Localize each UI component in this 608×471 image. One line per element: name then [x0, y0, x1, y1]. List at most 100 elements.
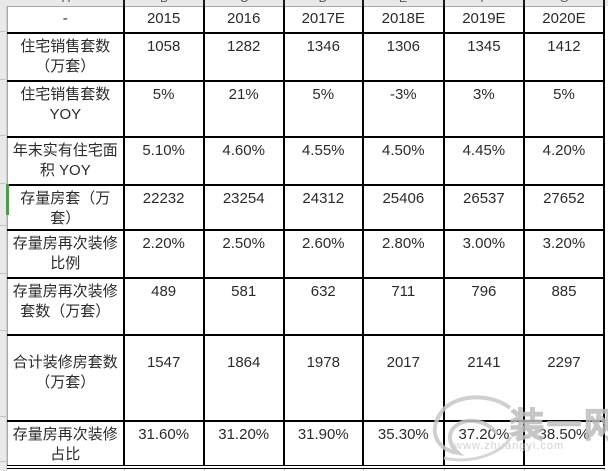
column-letter: C: [234, 0, 254, 5]
column-letter: G: [554, 0, 574, 5]
value-cell[interactable]: 27652: [522, 183, 606, 231]
column-letter: B: [154, 0, 174, 5]
gutter-segment: [0, 136, 6, 184]
value-cell[interactable]: 1864: [202, 333, 285, 422]
grid-tick: [523, 0, 525, 6]
row-label[interactable]: 存量房再次装修比例: [6, 228, 125, 279]
header-year-cell[interactable]: 2015: [122, 6, 205, 34]
value-cell[interactable]: 1282: [202, 31, 285, 82]
table-header-row: - 2015 2016 2017E 2018E 2019E 2020E: [6, 6, 606, 34]
gutter-segment: [0, 331, 6, 417]
value-cell[interactable]: 38.50%: [522, 419, 606, 469]
value-cell[interactable]: 1978: [282, 333, 364, 422]
value-cell[interactable]: 24312: [282, 183, 364, 231]
gutter-segment: [0, 184, 6, 226]
value-cell[interactable]: 21%: [202, 79, 285, 138]
value-cell[interactable]: 2141: [442, 333, 525, 422]
value-cell[interactable]: 632: [282, 276, 364, 336]
value-cell[interactable]: 26537: [442, 183, 525, 231]
value-cell[interactable]: 35.30%: [361, 419, 445, 469]
table-row: 存量房再次装修套数（万套） 489 581 632 711 796 885: [6, 276, 606, 336]
selection-accent: [6, 184, 9, 215]
grid-tick: [283, 0, 285, 6]
gutter-segment: [0, 274, 6, 331]
value-cell[interactable]: 4.50%: [361, 135, 445, 186]
row-label[interactable]: 年末实有住宅面积 YOY: [6, 135, 125, 186]
gutter-segment: [0, 80, 6, 136]
value-cell[interactable]: 711: [361, 276, 445, 336]
row-label[interactable]: 合计装修房套数（万套）: [6, 333, 125, 422]
table-row: 住宅销售套数（万套） 1058 1282 1346 1306 1345 1412: [6, 31, 606, 82]
column-letter: F: [474, 0, 494, 5]
grid-tick: [123, 0, 125, 6]
value-cell[interactable]: 5%: [522, 79, 606, 138]
value-cell[interactable]: 796: [442, 276, 525, 336]
table-row: 住宅销售套数 YOY 5% 21% 5% -3% 3% 5%: [6, 79, 606, 138]
value-cell[interactable]: 4.20%: [522, 135, 606, 186]
row-label[interactable]: 存量房再次装修套数（万套）: [6, 276, 125, 336]
value-cell[interactable]: 3%: [442, 79, 525, 138]
value-cell[interactable]: 5.10%: [122, 135, 205, 186]
value-cell[interactable]: 5%: [282, 79, 364, 138]
table-row: 合计装修房套数（万套） 1547 1864 1978 2017 2141 229…: [6, 333, 606, 422]
value-cell[interactable]: 2017: [361, 333, 445, 422]
value-cell[interactable]: 2.20%: [122, 228, 205, 279]
header-year-cell[interactable]: 2016: [202, 6, 285, 34]
housing-renovation-table: - 2015 2016 2017E 2018E 2019E 2020E 住宅销售…: [6, 6, 606, 469]
value-cell[interactable]: 4.55%: [282, 135, 364, 186]
value-cell[interactable]: 22232: [122, 183, 205, 231]
column-letter-strip: A B C D E F G: [0, 0, 608, 6]
value-cell[interactable]: 25406: [361, 183, 445, 231]
value-cell[interactable]: 2297: [522, 333, 606, 422]
value-cell[interactable]: 2.60%: [282, 228, 364, 279]
row-label[interactable]: 存量房套（万套）: [6, 183, 125, 231]
grid-tick: [443, 0, 445, 6]
row-gutter-strip: [0, 0, 7, 471]
value-cell[interactable]: 581: [202, 276, 285, 336]
grid-tick: [203, 0, 205, 6]
value-cell[interactable]: 31.90%: [282, 419, 364, 469]
header-year-cell[interactable]: 2017E: [282, 6, 364, 34]
value-cell[interactable]: 1058: [122, 31, 205, 82]
value-cell[interactable]: 1346: [282, 31, 364, 82]
gutter-segment: [0, 32, 6, 80]
row-label[interactable]: 存量房再次装修占比: [6, 419, 125, 469]
value-cell[interactable]: 2.50%: [202, 228, 285, 279]
gutter-segment: [0, 417, 6, 462]
value-cell[interactable]: 1547: [122, 333, 205, 422]
value-cell[interactable]: 31.20%: [202, 419, 285, 469]
value-cell[interactable]: -3%: [361, 79, 445, 138]
gutter-segment: [0, 6, 6, 32]
value-cell[interactable]: 23254: [202, 183, 285, 231]
table-row: 年末实有住宅面积 YOY 5.10% 4.60% 4.55% 4.50% 4.4…: [6, 135, 606, 186]
value-cell[interactable]: 1345: [442, 31, 525, 82]
row-label[interactable]: 住宅销售套数（万套）: [6, 31, 125, 82]
gutter-segment: [0, 226, 6, 274]
value-cell[interactable]: 885: [522, 276, 606, 336]
value-cell[interactable]: 3.00%: [442, 228, 525, 279]
value-cell[interactable]: 1306: [361, 31, 445, 82]
column-letter: E: [393, 0, 413, 5]
header-year-cell[interactable]: 2019E: [442, 6, 525, 34]
value-cell[interactable]: 37.20%: [442, 419, 525, 469]
column-letter: D: [313, 0, 333, 5]
value-cell[interactable]: 4.45%: [442, 135, 525, 186]
value-cell[interactable]: 1412: [522, 31, 606, 82]
grid-tick: [362, 0, 364, 6]
value-cell[interactable]: 3.20%: [522, 228, 606, 279]
table-row: 存量房套（万套） 22232 23254 24312 25406 26537 2…: [6, 183, 606, 231]
value-cell[interactable]: 5%: [122, 79, 205, 138]
table-row: 存量房再次装修占比 31.60% 31.20% 31.90% 35.30% 37…: [6, 419, 606, 469]
value-cell[interactable]: 31.60%: [122, 419, 205, 469]
value-cell[interactable]: 2.80%: [361, 228, 445, 279]
value-cell[interactable]: 489: [122, 276, 205, 336]
header-corner-cell[interactable]: -: [6, 6, 125, 34]
column-letter: A: [56, 0, 76, 5]
table-row: 存量房再次装修比例 2.20% 2.50% 2.60% 2.80% 3.00% …: [6, 228, 606, 279]
grid-tick: [603, 0, 605, 6]
header-year-cell[interactable]: 2020E: [522, 6, 606, 34]
header-year-cell[interactable]: 2018E: [361, 6, 445, 34]
value-cell[interactable]: 4.60%: [202, 135, 285, 186]
row-label[interactable]: 住宅销售套数 YOY: [6, 79, 125, 138]
